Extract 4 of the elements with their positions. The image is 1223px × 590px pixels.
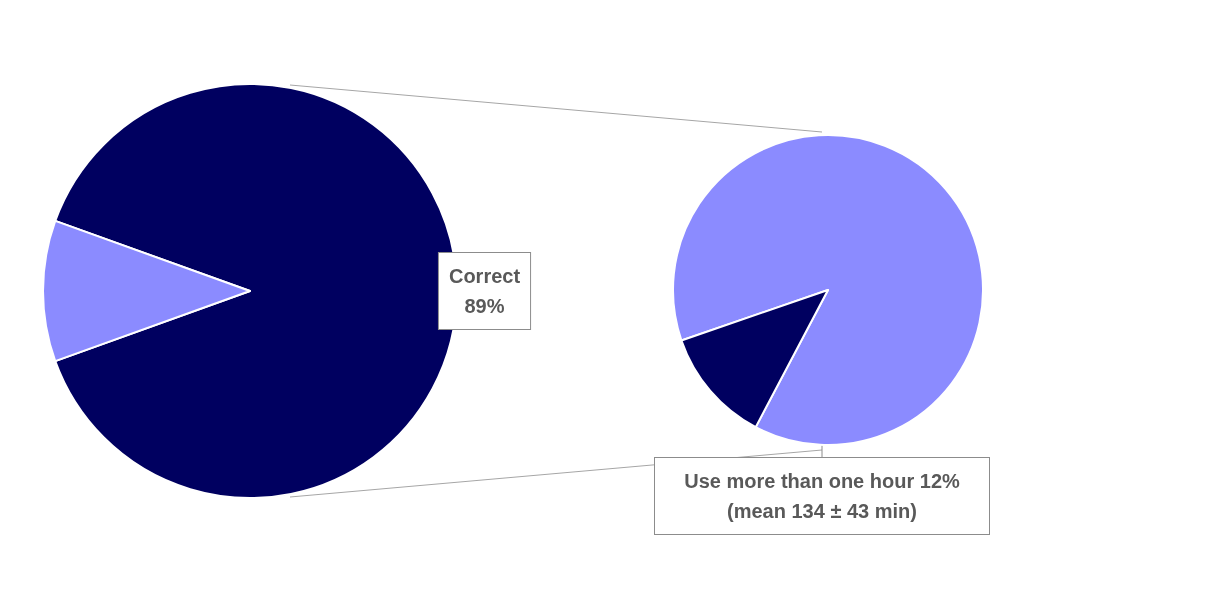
text: (mean 134 ± 43 min) [727, 500, 917, 522]
data-label: 89% [464, 295, 505, 317]
slice-label: Use more than one hour 12% [684, 470, 961, 492]
slice-label: Correct [448, 265, 521, 287]
